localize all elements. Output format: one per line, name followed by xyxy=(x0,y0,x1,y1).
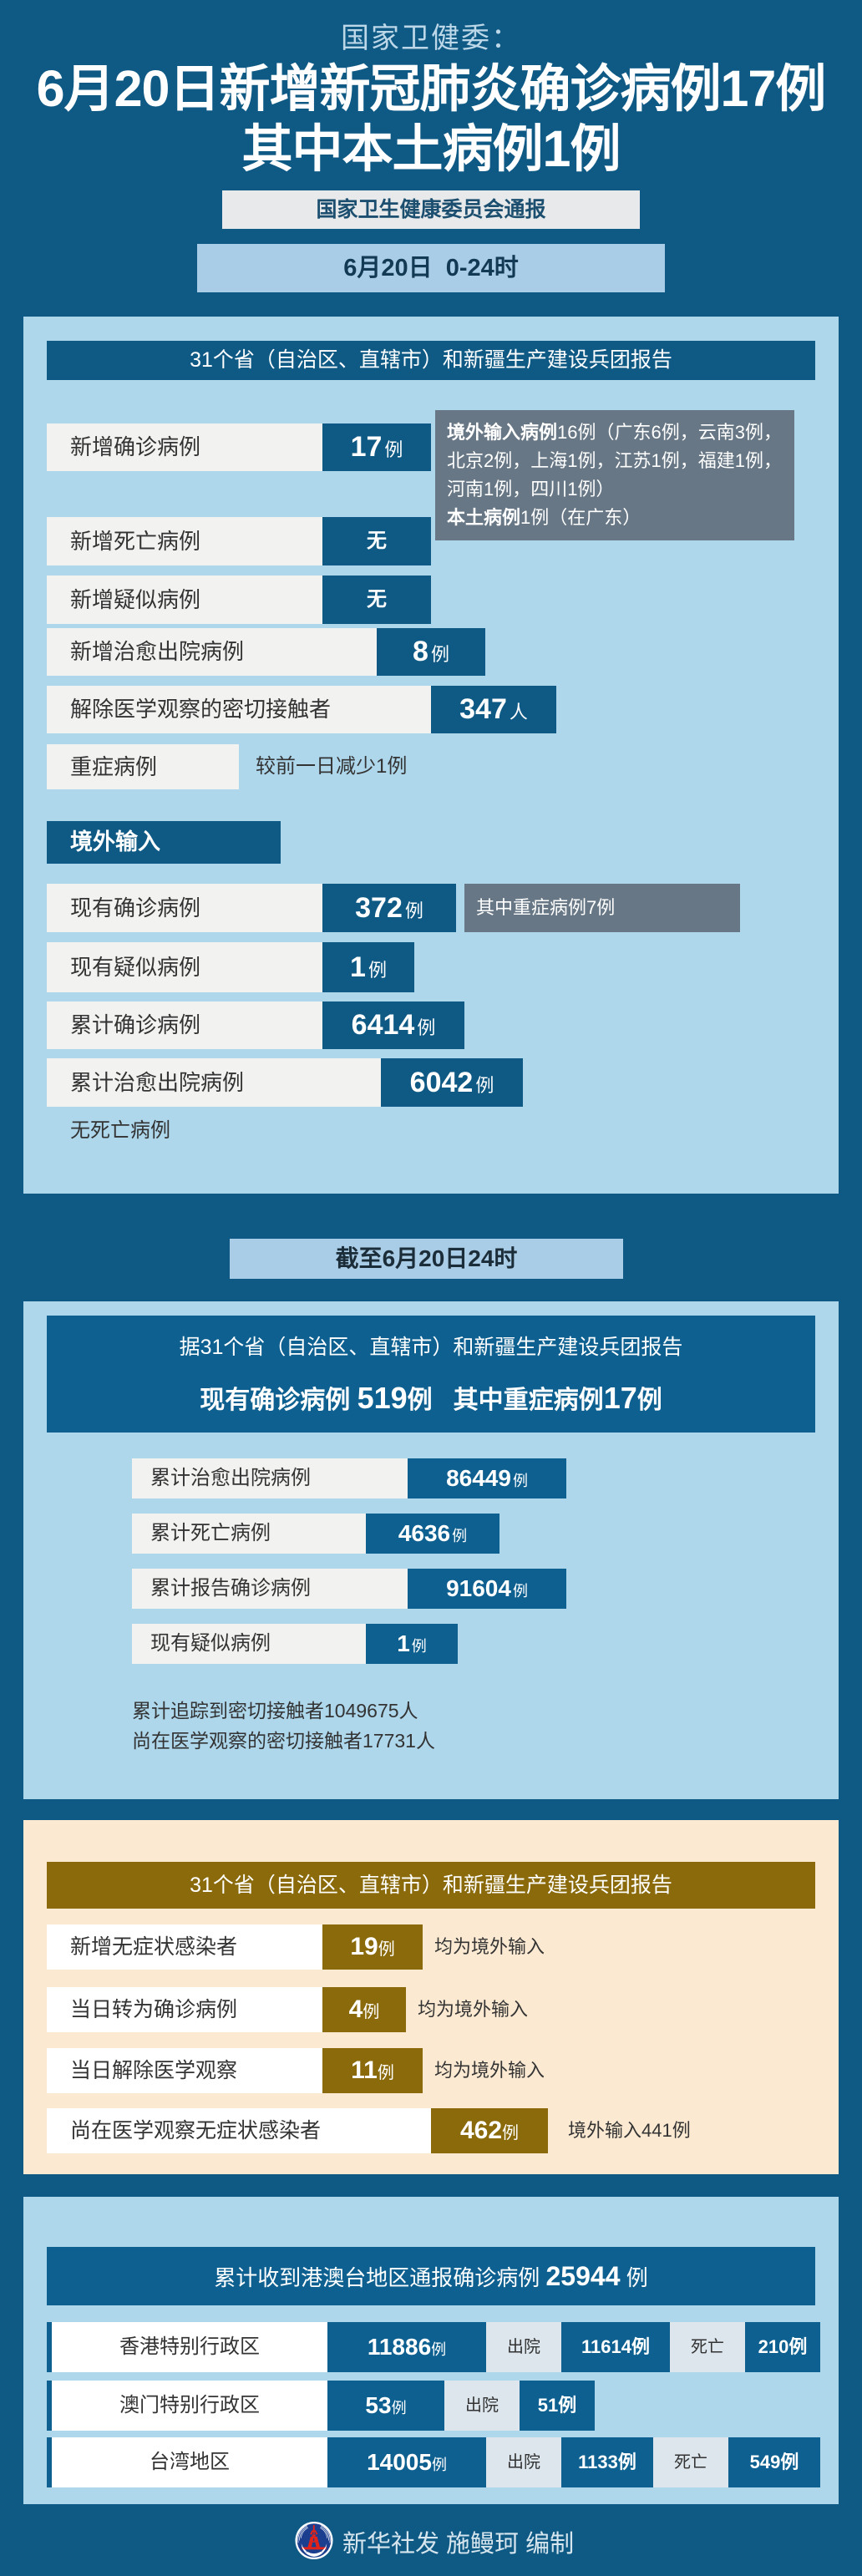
svg-text:XINHUA: XINHUA xyxy=(306,2548,322,2553)
